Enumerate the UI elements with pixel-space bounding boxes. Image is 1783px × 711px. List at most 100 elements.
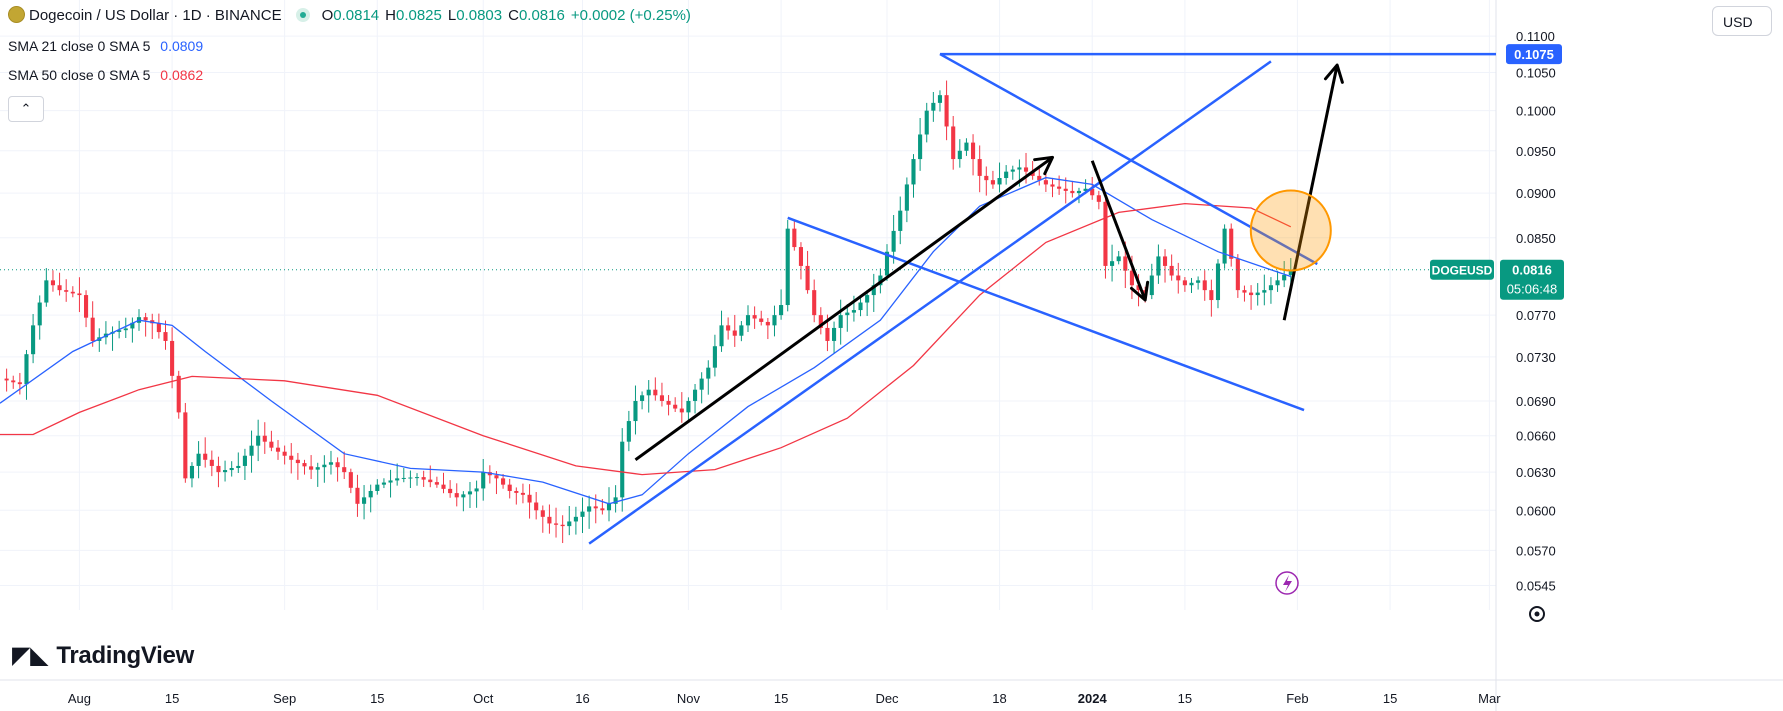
candle[interactable] [1136,285,1141,291]
candle[interactable] [156,323,161,333]
candle[interactable] [123,328,128,331]
candle[interactable] [1209,290,1214,301]
candle[interactable] [189,465,195,479]
candle[interactable] [57,285,62,291]
candle[interactable] [779,305,784,316]
candle[interactable] [692,389,698,401]
candle[interactable] [679,408,684,413]
candle[interactable] [858,302,863,311]
candle[interactable] [871,285,876,296]
candle[interactable] [659,395,664,401]
candle[interactable] [1182,280,1187,286]
candle[interactable] [951,126,956,160]
arrow-line[interactable] [634,156,1054,462]
candle[interactable] [1235,258,1240,291]
candle[interactable] [971,142,976,160]
indicator-sma21[interactable]: SMA 21 close 0 SMA 5 0.0809 [8,38,203,54]
candle[interactable] [163,332,168,341]
candle[interactable] [812,290,817,316]
trendline-price-label[interactable] [1506,44,1562,65]
candle[interactable] [1215,263,1221,301]
candle[interactable] [1156,256,1161,276]
candle[interactable] [428,479,433,483]
candle[interactable] [31,325,36,355]
candle[interactable] [1282,275,1287,281]
candle[interactable] [977,159,982,176]
candle[interactable] [798,247,804,266]
candle[interactable] [1023,167,1029,172]
candle[interactable] [375,484,380,491]
candle[interactable] [368,490,373,498]
candle[interactable] [441,484,446,489]
sma50-line[interactable] [0,202,1292,476]
candle[interactable] [448,488,453,494]
candle[interactable] [1037,175,1042,181]
candle[interactable] [990,180,995,185]
candle[interactable] [726,325,731,331]
candle[interactable] [295,459,300,464]
candle[interactable] [342,467,347,473]
candle[interactable] [745,315,751,326]
candle[interactable] [434,482,439,485]
candle[interactable] [805,265,810,291]
indicator-sma50[interactable]: SMA 50 close 0 SMA 5 0.0862 [8,67,203,83]
candle[interactable] [223,470,228,473]
candle[interactable] [567,521,572,527]
candle[interactable] [633,400,638,422]
candle[interactable] [481,472,486,489]
candle[interactable] [865,295,870,303]
candle[interactable] [593,506,598,509]
trendline[interactable] [588,60,1272,545]
sma21-line[interactable] [0,176,1292,505]
candle[interactable] [275,447,281,452]
candle[interactable] [653,389,658,396]
trendline[interactable] [787,216,1305,412]
candle[interactable] [884,251,890,276]
candle[interactable] [944,95,949,127]
candle[interactable] [1268,285,1273,291]
candle[interactable] [1288,269,1293,276]
candle[interactable] [1090,188,1095,196]
candle[interactable] [792,228,797,248]
candle[interactable] [170,340,175,376]
candle[interactable] [1030,171,1035,176]
candle[interactable] [580,511,585,517]
candle[interactable] [388,480,393,483]
candle[interactable] [84,295,89,318]
candle[interactable] [1162,256,1168,266]
candle[interactable] [924,110,929,135]
candle[interactable] [249,445,254,456]
candle[interactable] [77,293,82,296]
candle[interactable] [540,510,545,517]
candle[interactable] [414,477,420,479]
candle[interactable] [454,493,459,498]
candle[interactable] [196,453,201,466]
collapse-legend-button[interactable]: ⌃ [8,96,44,122]
candle[interactable] [90,317,95,341]
candle[interactable] [467,491,473,495]
candle[interactable] [143,317,148,321]
candle[interactable] [719,325,724,347]
candle[interactable] [918,134,923,160]
candle[interactable] [1129,270,1134,286]
candle[interactable] [904,184,909,211]
candle[interactable] [1004,171,1009,179]
candle[interactable] [24,354,29,385]
candle[interactable] [818,315,823,328]
candle[interactable] [1063,188,1068,191]
candle[interactable] [984,175,989,181]
candle[interactable] [262,435,267,442]
candle[interactable] [183,412,188,479]
candle[interactable] [686,400,691,413]
candle[interactable] [620,441,625,498]
arrow-line[interactable] [1282,64,1339,321]
brand-logo[interactable]: ◤◣ TradingView [12,641,194,670]
candle[interactable] [328,462,334,465]
candle[interactable] [514,490,519,493]
symbol-title[interactable]: Dogecoin / US Dollar · 1D · BINANCE [29,7,282,24]
candle[interactable] [395,478,400,481]
candle[interactable] [845,312,850,316]
gear-icon[interactable] [1529,606,1545,622]
candle[interactable] [646,389,651,396]
candle[interactable] [117,330,122,332]
